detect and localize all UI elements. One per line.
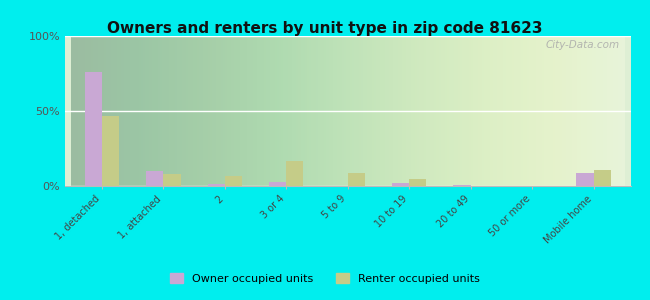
- Bar: [410, 178, 426, 186]
- Bar: [454, 185, 471, 186]
- Bar: [207, 184, 225, 186]
- Bar: [392, 183, 410, 186]
- Bar: [515, 185, 532, 186]
- Bar: [577, 172, 593, 186]
- Bar: [269, 182, 286, 186]
- Bar: [348, 172, 365, 186]
- Text: City-Data.com: City-Data.com: [545, 40, 619, 50]
- Bar: [286, 160, 304, 186]
- Text: Owners and renters by unit type in zip code 81623: Owners and renters by unit type in zip c…: [107, 21, 543, 36]
- Bar: [102, 116, 119, 186]
- Bar: [84, 72, 102, 186]
- Bar: [146, 171, 163, 186]
- Legend: Owner occupied units, Renter occupied units: Owner occupied units, Renter occupied un…: [166, 269, 484, 288]
- Bar: [593, 169, 611, 186]
- Bar: [225, 176, 242, 186]
- Bar: [163, 174, 181, 186]
